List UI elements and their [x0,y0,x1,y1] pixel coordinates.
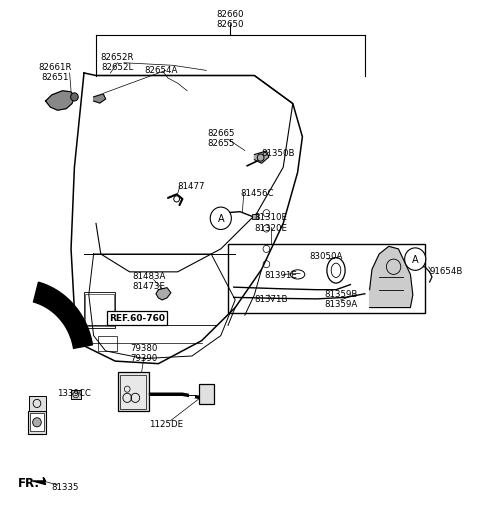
Text: 83050A: 83050A [310,251,343,261]
Bar [98,336,117,351]
Polygon shape [33,477,46,485]
Circle shape [33,418,41,427]
Text: 81391E: 81391E [264,270,297,279]
Text: 81310E
81320E: 81310E 81320E [255,213,288,232]
Bar [29,397,46,411]
Text: 81483A
81473E: 81483A 81473E [132,271,166,291]
Text: 81350B: 81350B [262,148,295,157]
Text: 1339CC: 1339CC [58,388,91,398]
Circle shape [174,196,180,203]
Text: 79380
79390: 79380 79390 [130,343,158,362]
Text: 81477: 81477 [178,181,205,190]
Text: 81359B
81359A: 81359B 81359A [324,289,358,308]
Text: A: A [217,214,224,224]
Circle shape [210,208,231,230]
Text: A: A [412,254,419,265]
Polygon shape [156,288,171,300]
Bar [199,384,214,405]
Text: 81371B: 81371B [254,294,288,303]
Text: 82665
82655: 82665 82655 [207,129,235,148]
Polygon shape [254,152,269,164]
Bar [85,294,114,327]
Polygon shape [370,247,413,308]
Bar [84,293,115,328]
Bar [252,215,258,220]
Bar [71,390,81,400]
Bar [28,411,46,434]
Text: 82652R
82652L: 82652R 82652L [101,52,134,72]
Polygon shape [46,92,74,111]
Circle shape [71,94,78,102]
Bar [228,244,425,313]
Bar [120,376,146,409]
Text: 82661R
82651: 82661R 82651 [38,63,72,82]
Circle shape [405,248,426,271]
Text: 82660
82650: 82660 82650 [216,10,244,29]
Bar [118,373,149,411]
Polygon shape [94,95,106,104]
Text: 91654B: 91654B [430,266,463,275]
Text: FR.: FR. [18,476,40,489]
Text: 81335: 81335 [51,482,79,491]
Text: 1125DE: 1125DE [148,419,183,428]
Bar [30,413,44,432]
Text: 81456C: 81456C [240,189,274,198]
Polygon shape [34,282,93,349]
Text: REF.60-760: REF.60-760 [109,314,165,323]
Text: 82654A: 82654A [144,66,178,75]
